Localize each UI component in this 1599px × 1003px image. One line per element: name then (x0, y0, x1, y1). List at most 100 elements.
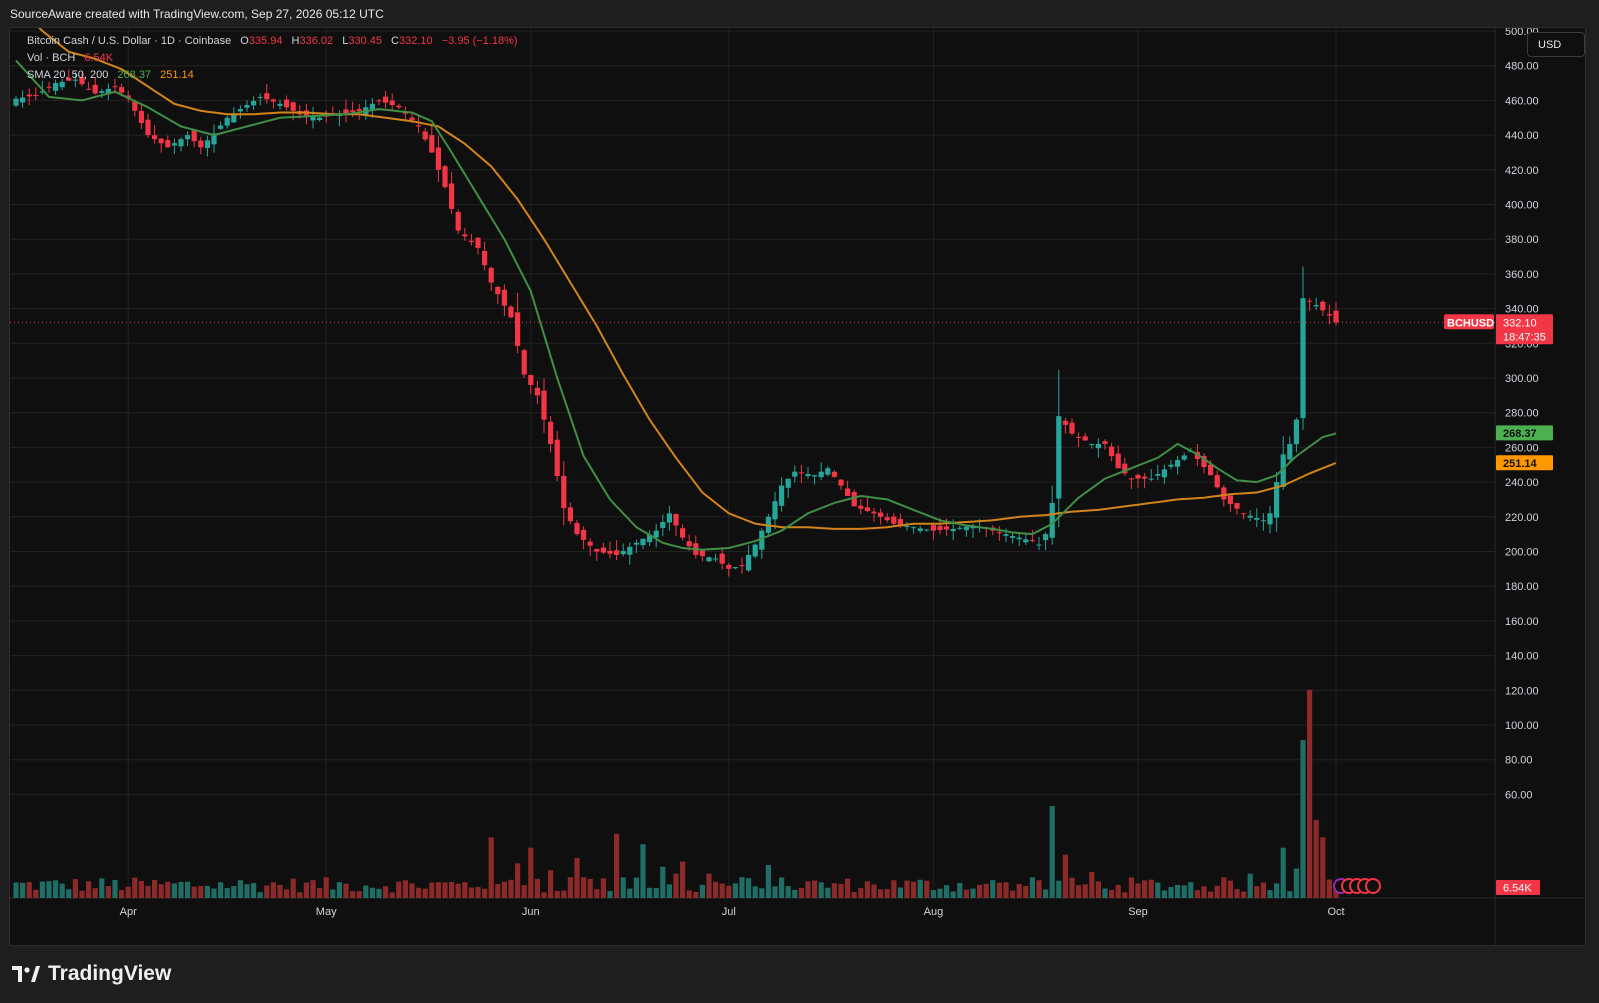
volume-bar (957, 882, 963, 898)
volume-bar (567, 877, 573, 898)
last-price-tag-bg (1496, 314, 1553, 345)
candle-body (673, 513, 679, 526)
candle-body (152, 135, 158, 140)
volume-bar (237, 880, 243, 898)
symbol-legend[interactable]: Bitcoin Cash / U.S. Dollar · 1D · Coinba… (27, 35, 524, 47)
candle-body (1221, 487, 1227, 500)
candle-body (831, 471, 837, 477)
candle-body (462, 234, 468, 237)
volume-bar (1148, 879, 1154, 898)
candle-body (389, 100, 395, 106)
candle-body (1333, 310, 1339, 323)
candle-body (1247, 515, 1253, 518)
candle-body (218, 125, 224, 129)
volume-bar (488, 837, 494, 898)
candle-body (1036, 544, 1042, 546)
candle-body (178, 139, 184, 147)
volume-bar (1095, 881, 1101, 898)
volume-bar (1287, 891, 1293, 898)
candle-body (897, 519, 903, 525)
time-axis: Apr May Jun Jul Aug Sep Oct (120, 906, 1345, 918)
volume-bar (1234, 889, 1240, 898)
price-tick-label: 500.00 (1505, 28, 1539, 38)
volume-bar (218, 882, 224, 898)
volume-bar (435, 882, 441, 898)
volume-bar (1135, 883, 1141, 898)
sma20-price-tag-text: 268.37 (1503, 428, 1537, 440)
candle-body (350, 110, 356, 112)
volume-bar (1247, 873, 1253, 898)
tradingview-logo[interactable]: TradingView (12, 962, 171, 986)
volume-bar (732, 883, 738, 898)
candle-body (224, 117, 230, 126)
price-tick-label: 140.00 (1505, 651, 1539, 663)
volume-bar (1003, 882, 1009, 898)
candle-body (211, 133, 217, 145)
candle-body (475, 237, 481, 248)
candle-body (1254, 517, 1260, 520)
sma-legend[interactable]: SMA 20, 50, 200 268.37 251.14 (27, 69, 200, 81)
time-tick-label: Apr (120, 906, 137, 918)
price-tick-label: 480.00 (1505, 61, 1539, 73)
candle-body (251, 100, 257, 106)
candle-body (501, 289, 507, 306)
volume-bar (845, 878, 851, 898)
volume-bar (878, 889, 884, 898)
sma50-price-tag-text: 251.14 (1503, 458, 1538, 470)
price-tick-label: 160.00 (1505, 616, 1539, 628)
volume-bar (607, 890, 613, 898)
volume-bar (138, 880, 144, 898)
candle-body (732, 567, 738, 569)
volume-bar (930, 890, 936, 898)
price-tick-label: 400.00 (1505, 200, 1539, 212)
candle-body (600, 547, 606, 553)
sma20-price-tag-bg (1496, 425, 1553, 441)
volume-bar (356, 891, 362, 898)
candle-body (158, 138, 164, 144)
candle-body (1280, 454, 1286, 487)
change-value: −3.95 (−1.18%) (441, 35, 518, 47)
price-tick-label: 120.00 (1505, 685, 1539, 697)
volume-bar (792, 889, 798, 898)
candle-body (72, 79, 78, 81)
candle-body (996, 532, 1002, 534)
volume-bar (759, 888, 765, 898)
volume-bar (581, 877, 587, 898)
volume-bar (1161, 890, 1167, 898)
candle-body (1148, 478, 1154, 480)
candle-body (1320, 301, 1326, 311)
volume-legend[interactable]: Vol · BCH 6.54K (27, 52, 119, 64)
volume-bar (66, 889, 72, 898)
volume-bar (1307, 689, 1313, 898)
open-value: O335.94 (240, 35, 283, 47)
volume-bar (270, 882, 276, 898)
volume-bar (303, 882, 309, 898)
candle-body (719, 553, 725, 564)
volume-bar (1029, 877, 1035, 898)
candle-body (561, 475, 567, 509)
price-tick-label: 180.00 (1505, 581, 1539, 593)
candle-body (924, 529, 930, 531)
candle-body (1095, 443, 1101, 449)
time-tick-label: Jul (722, 906, 736, 918)
symbol-title: Bitcoin Cash / U.S. Dollar · 1D · Coinba… (27, 35, 232, 47)
candle-body (864, 507, 870, 512)
currency-button[interactable]: USD (1527, 32, 1585, 57)
volume-bar (1016, 884, 1022, 898)
volume-bar (244, 884, 250, 898)
chart-frame[interactable]: 500.00 480.00 460.00 440.00 420.00 400.00 380.… (9, 27, 1586, 946)
chart-canvas[interactable]: 500.00 480.00 460.00 440.00 420.00 400.00 380.… (10, 28, 1585, 945)
last-price-tag: 332.10 18:47:35 (1496, 314, 1553, 345)
volume-bar (251, 883, 257, 898)
volume-bar (851, 892, 857, 898)
candle-body (891, 516, 897, 524)
candle-body (904, 526, 910, 528)
last-price-text: 332.10 (1503, 317, 1537, 329)
candle-body (779, 485, 785, 506)
volume-bar (699, 884, 705, 898)
brand-name: TradingView (48, 962, 172, 985)
volume-bar (653, 888, 659, 898)
candle-body (798, 472, 804, 474)
volume-bar (53, 880, 59, 898)
volume-bar (1254, 886, 1260, 898)
